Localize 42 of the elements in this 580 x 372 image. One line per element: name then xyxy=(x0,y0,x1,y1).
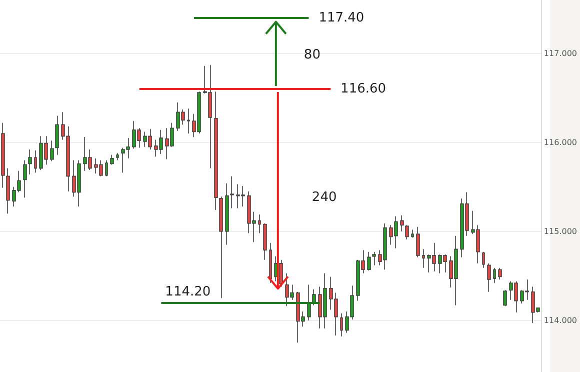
candlestick xyxy=(28,149,32,175)
candlestick xyxy=(263,222,267,260)
candlestick xyxy=(187,108,190,134)
candlestick xyxy=(225,182,229,246)
candlestick xyxy=(503,290,507,307)
candlestick xyxy=(482,251,485,268)
y-tick-label: 117.000 xyxy=(544,48,578,58)
annotation: 240 xyxy=(312,190,337,205)
candlestick xyxy=(340,312,343,337)
candlestick xyxy=(23,160,27,198)
candlestick xyxy=(219,196,223,299)
candlestick xyxy=(50,140,54,162)
candlestick xyxy=(105,160,108,177)
candlestick xyxy=(279,259,283,287)
candlestick xyxy=(214,91,218,210)
candlestick xyxy=(372,251,376,266)
candlestick xyxy=(422,248,425,268)
candlestick xyxy=(367,251,371,271)
candlestick xyxy=(400,214,404,232)
candlestick xyxy=(405,224,409,240)
candlestick xyxy=(498,267,502,280)
candlestick xyxy=(493,267,496,284)
candlestick xyxy=(258,214,261,234)
y-tick-label: 115.000 xyxy=(544,226,578,236)
candlestick xyxy=(55,115,59,156)
candlestick xyxy=(116,152,119,161)
candlestick xyxy=(487,263,491,292)
candlestick xyxy=(6,168,10,214)
annotation: 80 xyxy=(304,47,320,62)
candlestick xyxy=(34,150,37,174)
candlestick xyxy=(416,226,420,258)
ref-line-label: 114.20 xyxy=(165,284,211,300)
candlestick xyxy=(230,176,234,209)
candlestick xyxy=(269,242,272,284)
candlestick xyxy=(110,154,114,166)
y-tick-label: 116.000 xyxy=(544,138,578,147)
ref-line-label: 117.40 xyxy=(318,10,364,26)
ref-line-label: 116.60 xyxy=(340,81,386,96)
candlestick xyxy=(411,229,414,238)
candlestick xyxy=(1,122,5,188)
y-tick-label: 114.000 xyxy=(544,316,578,325)
candlestick xyxy=(307,284,311,321)
